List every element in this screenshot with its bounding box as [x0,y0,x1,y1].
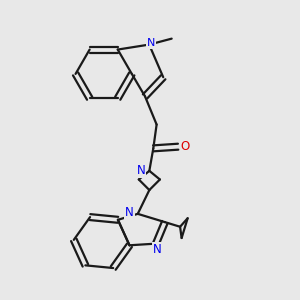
Text: N: N [147,38,155,48]
Text: O: O [181,140,190,153]
Text: N: N [153,243,162,256]
Text: N: N [137,164,146,177]
Text: N: N [125,206,134,219]
